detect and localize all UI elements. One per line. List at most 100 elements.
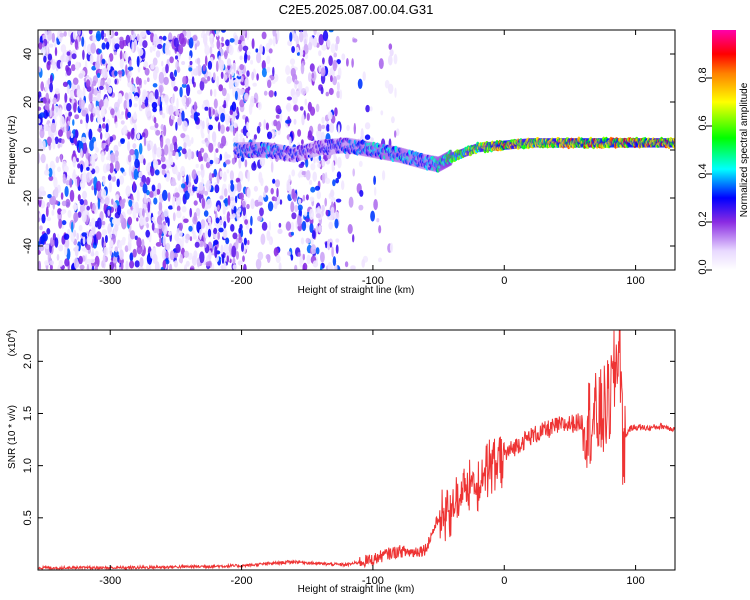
noise-blob [160,155,166,163]
noise-blob [53,105,60,117]
noise-blob [180,165,186,177]
noise-blob [204,106,209,111]
noise-blob [114,246,119,253]
noise-blob [176,210,182,219]
noise-blob [217,204,220,211]
noise-blob [77,194,81,202]
noise-blob [320,67,326,77]
noise-blob [200,119,203,127]
noise-blob [72,77,79,85]
noise-blob [85,158,89,168]
noise-blob [225,39,230,47]
noise-blob [233,122,238,128]
noise-blob [101,42,106,50]
noise-blob [275,254,281,264]
noise-blob [199,228,202,240]
noise-blob [223,262,227,270]
noise-blob [114,150,119,157]
noise-blob [202,63,206,72]
noise-blob [273,247,279,257]
noise-blob [86,244,91,251]
noise-blob [275,179,280,188]
noise-blob [90,113,94,123]
noise-blob [332,179,336,187]
noise-blob [51,58,56,71]
noise-blob [125,185,131,197]
noise-blob [239,192,244,200]
noise-blob [74,245,79,257]
noise-blob [287,41,293,47]
noise-blob [38,244,45,252]
noise-blob [161,60,164,67]
noise-blob [298,80,303,93]
colorbar-tick-label: 0.8 [697,67,709,82]
x-tick-label: 100 [626,275,644,287]
noise-blob [242,45,249,52]
noise-blob [332,256,337,267]
noise-blob [225,126,230,132]
noise-blob [236,181,242,193]
noise-blob [68,111,73,117]
noise-blob [164,144,169,156]
noise-blob [302,262,308,270]
noise-blob [267,79,272,89]
noise-blob [205,161,211,169]
noise-blob [197,64,202,77]
noise-blob [174,69,177,77]
noise-blob [42,34,46,40]
noise-blob [207,216,211,224]
noise-blob [211,173,215,178]
noise-blob [101,229,108,236]
snr-scale-prefix: (x10 [7,336,18,356]
noise-blob [335,35,340,45]
snr-x-ticks: -300 -200 -100 0 100 [99,330,645,587]
noise-blob [212,72,216,81]
noise-blob [302,253,305,261]
noise-blob [344,261,349,268]
noise-blob [103,84,107,93]
noise-blob [146,110,152,121]
noise-blob [285,65,291,76]
noise-blob [294,264,298,270]
noise-blob [218,59,225,71]
noise-blob [48,43,54,48]
noise-blob [332,59,337,72]
noise-blob [207,76,211,82]
x-tick-label: -200 [231,275,253,287]
noise-blob [160,137,164,149]
noise-blob [209,221,212,232]
noise-blob [96,217,102,230]
noise-blob [156,188,161,195]
noise-blob [147,77,150,82]
noise-blob [134,260,140,268]
noise-blob [380,110,384,116]
noise-blob [184,190,190,200]
noise-blob [129,260,135,269]
noise-blob [244,78,249,87]
noise-blob [242,255,245,262]
noise-blob [185,174,189,186]
noise-blob [119,50,123,61]
noise-blob [163,94,169,103]
noise-blob [148,93,152,103]
noise-blob [155,50,161,58]
noise-blob [57,143,61,149]
noise-blob [193,111,198,122]
noise-blob [303,30,307,38]
noise-blob [275,114,280,119]
noise-blob [71,64,76,72]
noise-blob [91,225,96,236]
noise-blob [81,210,87,223]
ridge-point [676,138,679,144]
noise-blob [239,133,244,138]
noise-blob [290,254,294,261]
noise-blob [81,172,88,183]
noise-blob [250,59,254,65]
noise-blob [200,147,205,153]
noise-blob [91,65,97,71]
noise-blob [158,71,165,84]
noise-blob [38,118,41,124]
noise-blob [189,60,193,66]
noise-blob [229,109,234,116]
noise-blob [78,255,83,265]
